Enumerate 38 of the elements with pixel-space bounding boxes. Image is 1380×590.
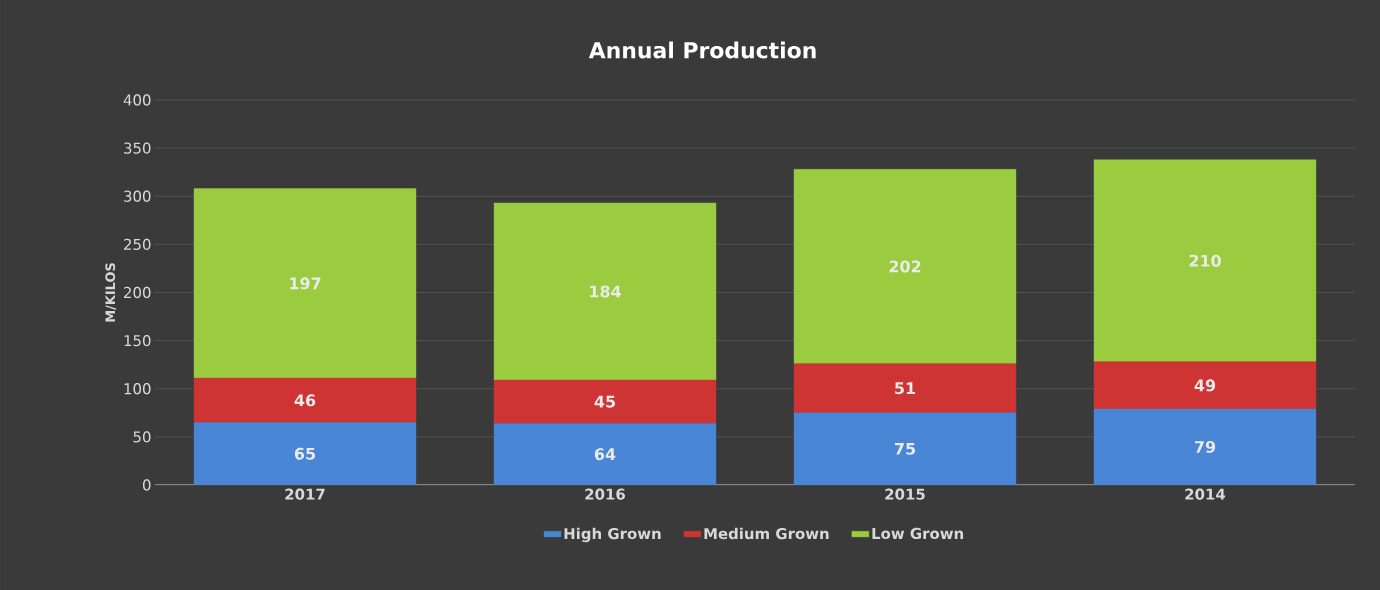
legend-label: Medium Grown: [704, 527, 829, 540]
bar: [793, 363, 1017, 413]
bar: [793, 169, 1017, 364]
y-tick-label: 50: [133, 431, 151, 443]
y-tick-label: 400: [123, 94, 151, 106]
data-label: 45: [594, 395, 615, 408]
bar: [193, 188, 417, 379]
bar: [1093, 361, 1317, 410]
data-label: 202: [889, 260, 921, 273]
x-tick-label: 2014: [1185, 488, 1226, 500]
x-tick-label: 2016: [585, 488, 626, 500]
y-tick-label: 200: [124, 286, 151, 299]
bar: [493, 202, 717, 381]
x-tick-label: 2017: [285, 488, 325, 500]
bar: [1093, 159, 1317, 362]
y-tick-label: 350: [124, 142, 151, 154]
legend-label: High Grown: [564, 527, 661, 543]
bar: [493, 379, 717, 424]
y-tick-label: 100: [124, 383, 151, 395]
y-tick-label: 300: [124, 190, 151, 202]
x-tick-label: 2015: [885, 488, 925, 500]
data-label: 49: [1194, 379, 1216, 392]
y-tick-label: 0: [142, 479, 151, 491]
y-axis-title: M/KILOS: [105, 263, 117, 322]
data-label: 184: [590, 285, 621, 298]
data-label: 79: [1194, 440, 1216, 453]
chart-title: Annual Production: [588, 41, 816, 59]
data-label: 46: [294, 394, 316, 407]
data-label: 210: [1189, 254, 1221, 267]
data-label: 51: [895, 382, 915, 395]
legend-label: Low Grown: [872, 527, 964, 540]
y-tick-label: 150: [124, 334, 151, 347]
data-label: 65: [294, 447, 315, 460]
data-label: 64: [594, 448, 616, 461]
data-label: 75: [894, 442, 915, 455]
y-tick-label: 250: [124, 238, 151, 251]
bar: [193, 377, 417, 423]
data-label: 197: [290, 277, 321, 290]
